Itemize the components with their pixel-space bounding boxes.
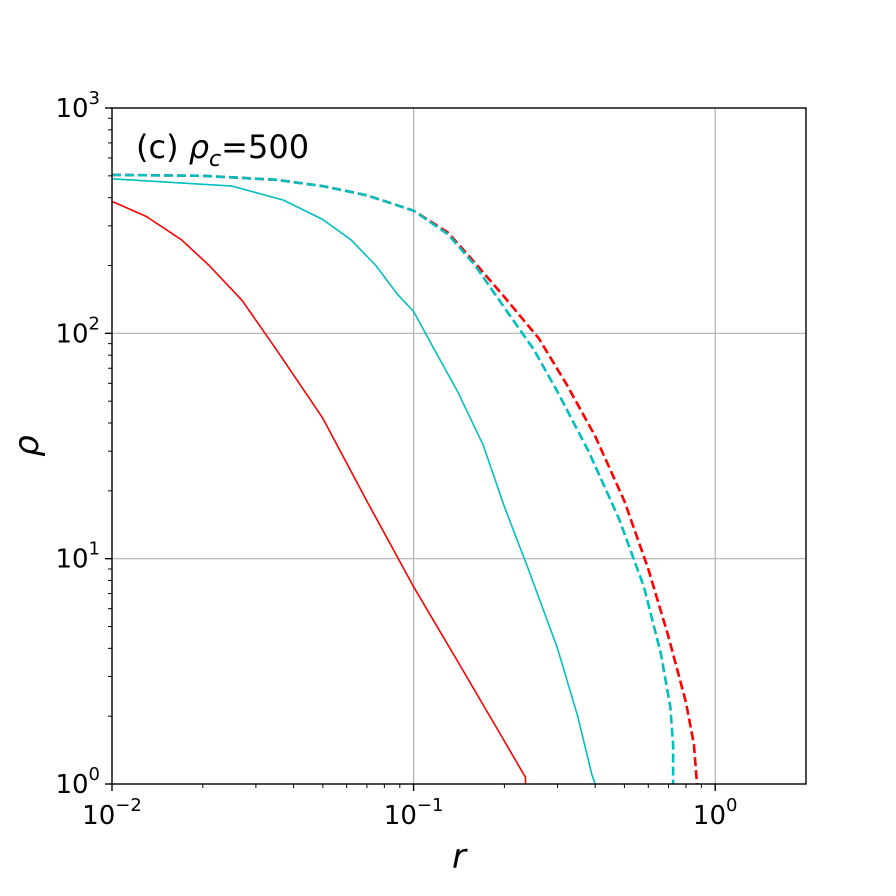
grid-lines bbox=[112, 108, 806, 784]
major-ticks bbox=[105, 107, 716, 791]
chart-annotation: (c) ρc=500 bbox=[136, 128, 309, 172]
y-tick-label: 103 bbox=[55, 88, 100, 124]
series-group bbox=[111, 173, 699, 785]
y-tick-label-base: 10 bbox=[55, 545, 88, 575]
y-tick-label: 100 bbox=[55, 764, 100, 800]
minor-ticks bbox=[108, 117, 702, 788]
annotation-suffix: =500 bbox=[221, 128, 309, 166]
series-line-4-dashed bbox=[111, 173, 675, 784]
y-tick-label-exp: 2 bbox=[89, 313, 100, 334]
y-tick-label-base: 10 bbox=[55, 94, 88, 124]
y-tick-label-base: 10 bbox=[55, 770, 88, 800]
x-tick-label-exp: 0 bbox=[726, 795, 737, 816]
x-tick-label-base: 10 bbox=[384, 801, 417, 831]
series-line-1-solid bbox=[111, 200, 527, 784]
annotation-prefix: (c) bbox=[136, 128, 189, 166]
x-axis-label: r bbox=[452, 837, 468, 877]
x-tick-label-base: 10 bbox=[82, 801, 115, 831]
y-tick-label: 102 bbox=[55, 313, 100, 349]
y-tick-label-exp: 1 bbox=[89, 539, 100, 560]
annotation-subscript: c bbox=[209, 147, 221, 172]
y-tick-label-exp: 3 bbox=[89, 88, 100, 109]
series-line-2-solid bbox=[111, 178, 596, 785]
x-tick-label-exp: −2 bbox=[115, 795, 142, 816]
x-tick-label-base: 10 bbox=[693, 801, 726, 831]
y-tick-label: 101 bbox=[55, 539, 100, 575]
y-tick-label-base: 10 bbox=[55, 319, 88, 349]
x-tick-label-exp: −1 bbox=[417, 795, 444, 816]
annotation-symbol: ρ bbox=[189, 128, 209, 166]
y-axis-label: ρ bbox=[7, 435, 47, 457]
x-tick-label: 10−2 bbox=[82, 795, 142, 831]
y-tick-label-exp: 0 bbox=[89, 764, 100, 785]
plot-frame bbox=[111, 107, 807, 785]
x-tick-label: 10−1 bbox=[384, 795, 444, 831]
x-tick-label: 100 bbox=[693, 795, 738, 831]
series-line-3-dashed bbox=[111, 173, 699, 785]
